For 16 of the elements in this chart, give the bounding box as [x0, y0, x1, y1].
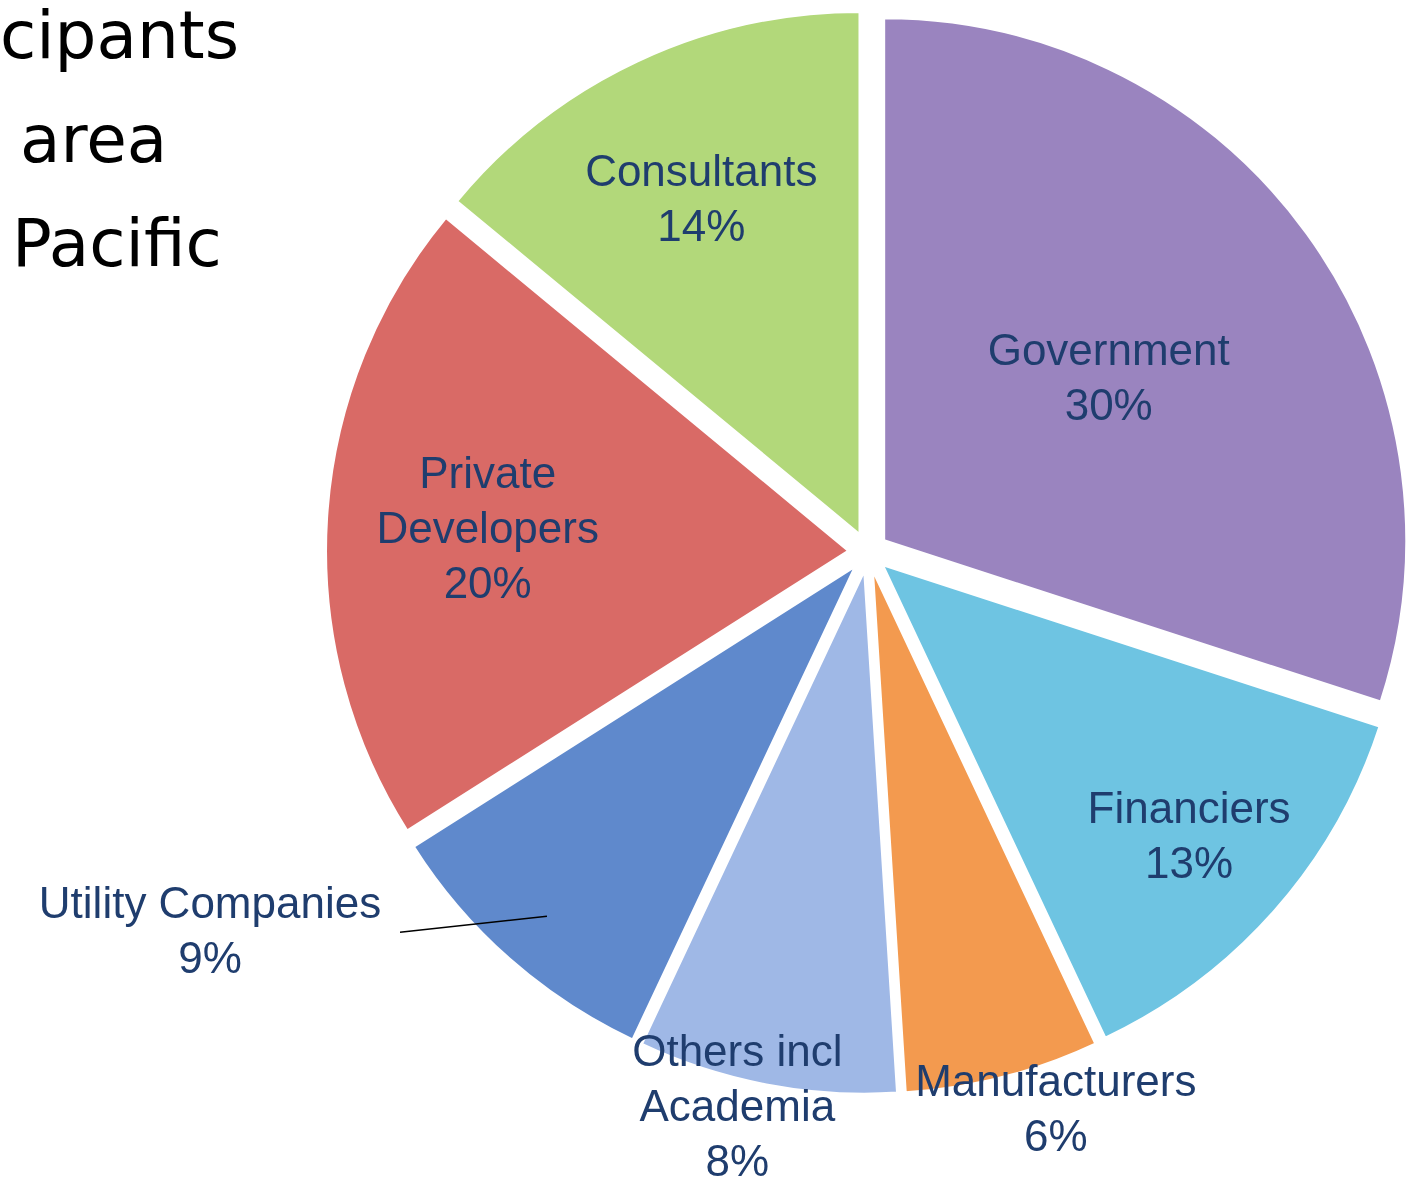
slice-label: Utility Companies: [38, 878, 382, 928]
slice-label: Private Developers: [376, 448, 599, 553]
data-label: 6%: [1024, 1111, 1088, 1161]
slice-label: Consultants: [585, 145, 818, 195]
slice-label: Government: [987, 325, 1230, 375]
text: cipants: [0, 0, 240, 74]
text: area: [20, 101, 168, 178]
data-label: 20%: [443, 558, 532, 608]
data-label: 8%: [705, 1136, 770, 1185]
data-label: 30%: [1064, 380, 1153, 430]
text: Pacific: [12, 205, 222, 282]
data-label: 9%: [178, 933, 242, 983]
slice-label: Financiers: [1087, 782, 1291, 832]
data-label: 14%: [657, 200, 746, 250]
data-label: 13%: [1145, 837, 1234, 887]
slice-label: Manufacturers: [915, 1056, 1197, 1106]
